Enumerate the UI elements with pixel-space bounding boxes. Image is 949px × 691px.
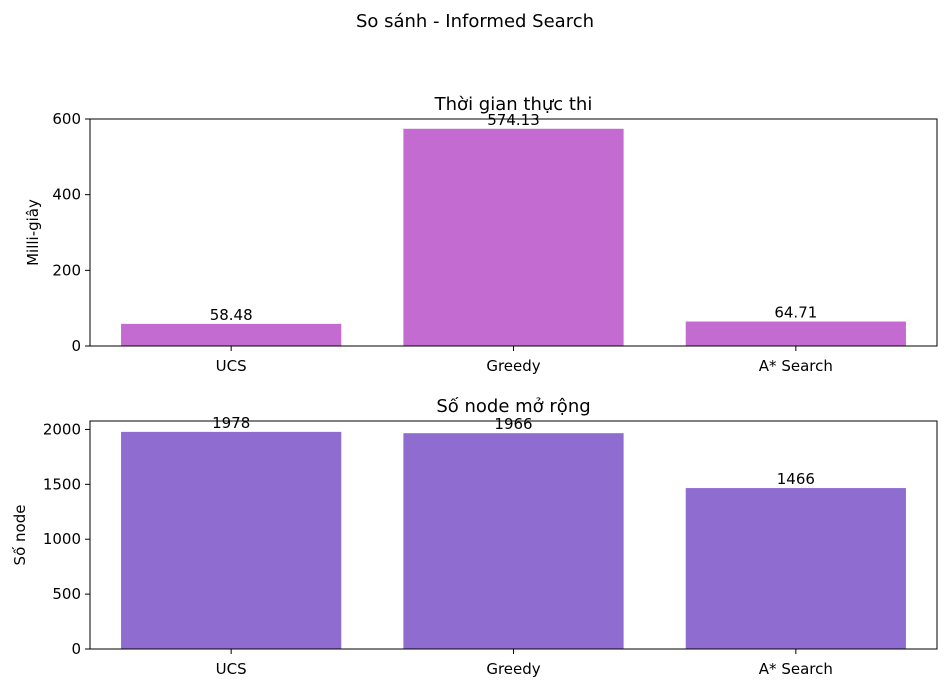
chart-execution-time: 58.48 UCS 574.13 Greedy 64.71 A* Search 0 200 40… — [24, 94, 938, 375]
y-tick-label-execution-time-2: 200 — [52, 261, 81, 279]
value-label-execution-time-1: 58.48 — [210, 306, 253, 324]
y-tick-label-expanded-nodes-3: 1000 — [43, 530, 81, 548]
chart-expanded-nodes: 1978 UCS 1966 Greedy 1466 A* Search 0 500 1000 15… — [11, 396, 938, 678]
x-tick-label-execution-time-1: UCS — [216, 357, 247, 375]
value-label-expanded-nodes-2: 1966 — [494, 415, 532, 433]
y-tick-label-execution-time-3: 400 — [52, 186, 81, 204]
y-tick-label-expanded-nodes-2: 500 — [52, 585, 81, 603]
bar-expanded-nodes-3 — [685, 488, 906, 649]
y-tick-label-expanded-nodes-5: 2000 — [43, 420, 81, 438]
y-axis-label-execution-time: Milli-giây — [24, 199, 42, 266]
value-label-expanded-nodes-1: 1978 — [212, 414, 250, 432]
value-label-execution-time-3: 64.71 — [774, 304, 817, 322]
x-tick-label-expanded-nodes-2: Greedy — [486, 660, 540, 678]
bar-execution-time-3 — [685, 321, 906, 346]
y-tick-label-expanded-nodes-4: 1500 — [43, 475, 81, 493]
x-tick-label-execution-time-3: A* Search — [759, 357, 833, 375]
value-label-expanded-nodes-3: 1466 — [777, 470, 815, 488]
y-axis-label-expanded-nodes: Số node — [11, 505, 29, 566]
bar-execution-time-1 — [121, 323, 342, 346]
x-tick-label-expanded-nodes-1: UCS — [216, 660, 247, 678]
x-tick-label-execution-time-2: Greedy — [486, 357, 540, 375]
y-tick-label-execution-time-4: 600 — [52, 110, 81, 128]
bar-expanded-nodes-2 — [403, 433, 624, 649]
x-tick-label-expanded-nodes-3: A* Search — [759, 660, 833, 678]
plot-frame-expanded-nodes — [89, 420, 938, 650]
chart-title-expanded-nodes: Số node mở rộng — [436, 396, 590, 417]
value-label-execution-time-2: 574.13 — [487, 111, 540, 129]
bar-expanded-nodes-1 — [121, 431, 342, 649]
y-tick-label-expanded-nodes-1: 0 — [71, 640, 81, 658]
bar-execution-time-2 — [403, 128, 624, 346]
plot-frame-execution-time — [89, 118, 938, 347]
figure-suptitle: So sánh - Informed Search — [356, 11, 594, 32]
y-tick-label-execution-time-1: 0 — [71, 337, 81, 355]
chart-title-execution-time: Thời gian thực thi — [434, 94, 593, 115]
